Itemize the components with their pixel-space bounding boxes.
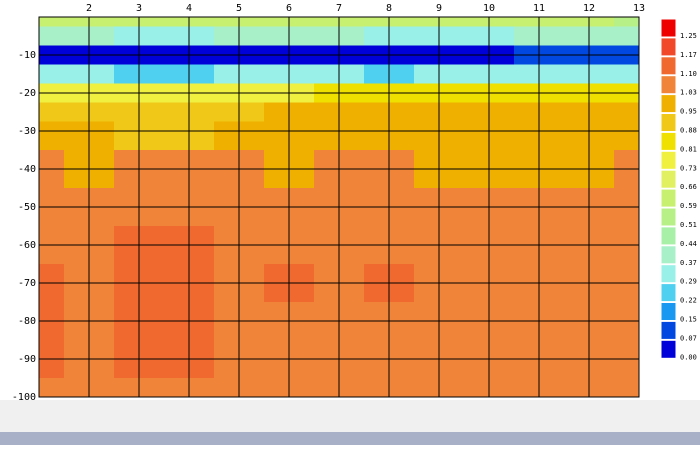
x-tick-label: 6 <box>286 3 292 14</box>
colorbar-swatch <box>660 226 677 246</box>
colorbar-swatch <box>660 150 677 170</box>
colorbar-swatch <box>660 75 677 95</box>
contour-cell <box>614 17 640 27</box>
x-tick-label: 3 <box>136 3 142 14</box>
colorbar-swatch <box>660 264 677 284</box>
colorbar-label: 0.51 <box>680 221 697 229</box>
colorbar-swatch <box>660 283 677 303</box>
colorbar-label: 1.03 <box>680 89 697 97</box>
colorbar-swatch <box>660 207 677 227</box>
colorbar-swatch <box>660 37 677 57</box>
x-tick-label: 13 <box>633 3 645 14</box>
colorbar-label: 0.15 <box>680 316 697 324</box>
x-tick-label: 11 <box>533 3 545 14</box>
contour-cell <box>39 378 65 398</box>
x-tick-label: 4 <box>186 3 192 14</box>
x-tick-label: 12 <box>583 3 595 14</box>
colorbar-label: 0.95 <box>680 108 697 116</box>
contour-cell <box>614 26 640 46</box>
colorbar-label: 1.17 <box>680 51 697 59</box>
footer-band <box>0 400 700 432</box>
contour-cell <box>39 121 65 151</box>
contour-cell <box>614 102 640 122</box>
colorbar-label: 0.00 <box>680 353 697 361</box>
colorbar-swatch <box>660 188 677 208</box>
colorbar-label: 0.81 <box>680 145 697 153</box>
x-tick-label: 8 <box>386 3 392 14</box>
colorbar-label: 0.59 <box>680 202 697 210</box>
colorbar-swatch <box>660 302 677 321</box>
colorbar-swatch <box>660 245 677 265</box>
y-tick-label: -60 <box>18 240 36 251</box>
colorbar-label: 1.10 <box>680 70 697 78</box>
colorbar-label: 0.73 <box>680 164 697 172</box>
x-tick-label: 5 <box>236 3 242 14</box>
colorbar-swatch <box>660 320 677 340</box>
y-tick-label: -50 <box>18 202 36 213</box>
y-tick-label: -100 <box>12 392 36 403</box>
x-tick-label: 2 <box>86 3 92 14</box>
y-tick-label: -30 <box>18 126 36 137</box>
contour-cell <box>614 64 640 84</box>
x-tick-label: 10 <box>483 3 495 14</box>
colorbar-label: 0.37 <box>680 259 697 267</box>
y-tick-label: -10 <box>18 50 36 61</box>
contour-cell <box>39 17 65 27</box>
y-tick-label: -70 <box>18 278 36 289</box>
colorbar-swatch <box>660 169 677 189</box>
y-tick-label: -20 <box>18 88 36 99</box>
y-tick-label: -40 <box>18 164 36 175</box>
colorbar-label: 0.07 <box>680 334 697 342</box>
x-tick-label: 7 <box>336 3 342 14</box>
noise-strip <box>0 432 700 445</box>
colorbar-swatch <box>660 56 677 76</box>
colorbar-label: 0.29 <box>680 278 697 286</box>
contour-cell <box>614 378 640 398</box>
colorbar-swatch <box>660 339 677 359</box>
colorbar-swatch <box>660 94 677 114</box>
x-tick-label: 9 <box>436 3 442 14</box>
colorbar-label: 0.66 <box>680 183 697 191</box>
contour-cell <box>614 121 640 151</box>
y-tick-label: -80 <box>18 316 36 327</box>
colorbar-swatch <box>660 113 677 132</box>
contour-cell <box>39 102 65 122</box>
colorbar-label: 0.44 <box>680 240 697 248</box>
colorbar-swatch <box>660 131 677 151</box>
y-tick-label: -90 <box>18 354 36 365</box>
contour-cell <box>39 26 65 46</box>
colorbar-label: 1.25 <box>680 32 697 40</box>
colorbar-label: 0.22 <box>680 297 697 305</box>
colorbar-label: 0.88 <box>680 127 697 135</box>
contour-cell <box>39 64 65 84</box>
colorbar-swatch <box>660 18 677 38</box>
